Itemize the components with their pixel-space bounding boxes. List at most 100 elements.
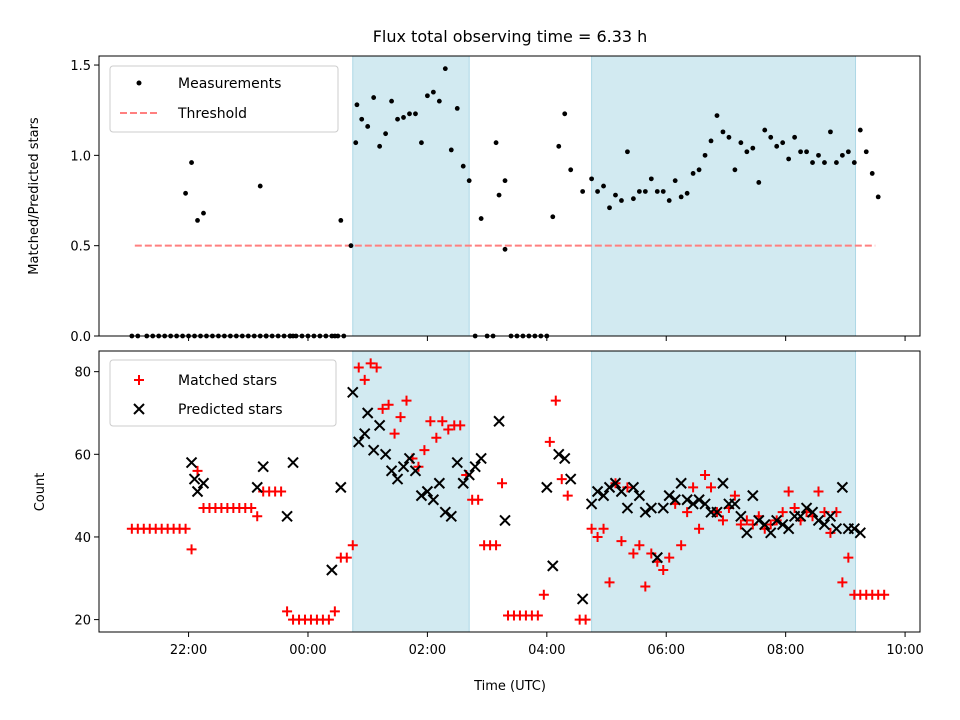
predicted-star-point — [747, 489, 759, 502]
measurement-point — [744, 149, 750, 155]
predicted-star-point — [699, 498, 711, 510]
x-tick-label: 02:00 — [409, 643, 446, 658]
measurement-point — [666, 198, 672, 203]
x-tick-label: 06:00 — [648, 643, 685, 658]
measurement-point — [338, 217, 344, 223]
matched-star-point — [706, 482, 717, 493]
matched-star-point — [365, 358, 376, 369]
predicted-star-point — [385, 465, 398, 477]
predicted-star-point — [251, 481, 263, 494]
predicted-star-point — [257, 460, 269, 473]
matched-star-point — [777, 507, 788, 518]
predicted-star-point — [463, 469, 475, 481]
legend-marker-measurements — [136, 80, 142, 86]
predicted-star-point — [576, 593, 589, 605]
predicted-star-point — [421, 485, 434, 498]
measurement-point — [460, 163, 466, 169]
matched-star-point — [664, 552, 675, 563]
measurement-point — [395, 116, 400, 122]
predicted-star-point — [621, 502, 634, 514]
predicted-star-point — [547, 560, 559, 572]
predicted-star-point — [609, 477, 622, 489]
measurement-point — [401, 115, 406, 120]
predicted-star-point — [645, 502, 658, 514]
predicted-star-point — [361, 407, 374, 419]
matched-star-point — [676, 540, 687, 551]
matched-star-point — [592, 531, 603, 542]
matched-star-point — [735, 519, 746, 530]
predicted-star-point — [711, 506, 723, 518]
top-legend: Measurements Threshold — [109, 65, 339, 133]
top-y-tick-label: 0.5 — [70, 240, 91, 255]
measurement-point — [780, 140, 786, 146]
matched-star-point — [741, 515, 752, 526]
predicted-star-point — [806, 506, 819, 518]
predicted-star-point — [687, 498, 699, 510]
measurement-point — [804, 149, 809, 155]
predicted-star-point — [559, 452, 571, 465]
measurement-point — [726, 134, 732, 140]
x-axis-label: Time (UTC) — [473, 679, 546, 694]
matched-star-point — [616, 536, 627, 547]
matched-star-point — [813, 486, 824, 497]
measurement-point — [684, 190, 690, 196]
predicted-star-point — [639, 506, 652, 518]
matched-star-point — [329, 606, 340, 617]
measurement-point — [562, 111, 568, 117]
measurement-point — [786, 156, 792, 162]
matched-star-point — [377, 403, 388, 414]
matched-star-point — [837, 577, 848, 588]
measurement-point — [502, 246, 508, 252]
measurement-point — [354, 102, 360, 108]
matched-star-point — [383, 399, 394, 410]
bottom-y-axis-label: Count — [33, 473, 48, 512]
predicted-star-point — [541, 481, 553, 494]
matched-star-point — [491, 540, 502, 551]
predicted-star-point — [281, 510, 293, 523]
measurement-point — [430, 89, 436, 95]
measurement-point — [502, 178, 508, 184]
matched-star-point — [729, 490, 740, 501]
measurement-point — [425, 93, 430, 99]
measurement-point — [714, 113, 720, 119]
measurement-point — [601, 183, 606, 189]
predicted-star-point — [794, 510, 807, 523]
matched-star-point — [437, 416, 448, 427]
matched-star-point — [419, 445, 430, 456]
top-y-axis-label: Matched/Predicted stars — [27, 117, 42, 275]
predicted-star-point — [675, 477, 687, 489]
measurement-point — [702, 152, 708, 158]
matched-star-point — [634, 540, 645, 551]
bottom-legend: Matched stars Predicted stars — [109, 359, 337, 427]
matched-star-point — [276, 486, 287, 497]
measurement-point — [839, 152, 845, 158]
matched-star-point — [640, 581, 651, 592]
matched-star-point — [550, 395, 561, 406]
measurement-point — [257, 183, 263, 189]
matched-star-point — [544, 436, 555, 447]
predicted-star-point — [651, 551, 663, 564]
measurement-point — [436, 98, 442, 104]
measurement-point — [630, 196, 636, 202]
predicted-star-point — [335, 481, 347, 494]
predicted-star-point — [197, 477, 210, 489]
matched-star-point — [688, 482, 699, 493]
matched-star-point — [425, 416, 436, 427]
matched-star-point — [180, 523, 191, 534]
matched-star-point — [604, 577, 615, 588]
predicted-star-point — [830, 522, 843, 535]
measurement-point — [774, 143, 780, 149]
matched-star-point — [341, 552, 352, 563]
measurement-point — [413, 111, 418, 117]
measurement-point — [359, 116, 365, 122]
measurement-point — [845, 149, 851, 155]
predicted-star-point — [812, 514, 825, 527]
predicted-star-point — [627, 481, 640, 494]
matched-star-point — [694, 523, 705, 534]
measurement-point — [696, 167, 702, 173]
matched-star-point — [556, 474, 567, 485]
predicted-star-point — [735, 510, 747, 523]
matched-star-point — [646, 548, 657, 559]
matched-star-point — [825, 527, 836, 538]
